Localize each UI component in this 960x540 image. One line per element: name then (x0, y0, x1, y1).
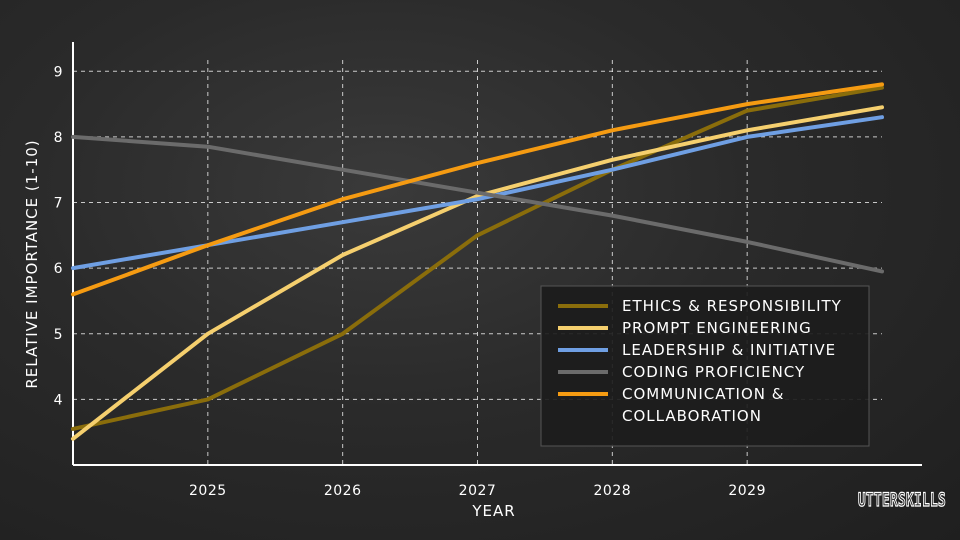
tick-labels: 4 5 6 7 8 9 2025 2026 2027 2028 2029 (54, 64, 766, 499)
x-tick-label: 2028 (594, 483, 632, 499)
legend-label: PROMPT ENGINEERING (622, 319, 812, 337)
y-tick-label: 4 (54, 392, 63, 408)
axes (72, 42, 922, 466)
legend-label: LEADERSHIP & INITIATIVE (622, 341, 836, 359)
y-tick-label: 9 (54, 64, 63, 80)
x-tick-label: 2026 (324, 483, 362, 499)
x-tick-label: 2027 (459, 483, 497, 499)
series-line-1 (71, 85, 884, 431)
y-tick-label: 5 (54, 327, 63, 343)
x-tick-label: 2025 (189, 483, 227, 499)
series-lines (71, 82, 884, 441)
y-tick-label: 7 (54, 196, 63, 212)
y-tick-label: 8 (54, 130, 63, 146)
logo-text: UTTERSKILLS (858, 489, 946, 511)
utterskills-logo: UTTERSKILLS (857, 488, 946, 511)
legend-label: COLLABORATION (622, 407, 762, 425)
series-line-2 (71, 105, 884, 441)
y-axis-title: RELATIVE IMPORTANCE (1-10) (23, 139, 41, 388)
series-line-4 (71, 134, 884, 274)
x-axis-title: YEAR (471, 502, 515, 520)
x-tick-label: 2029 (728, 483, 766, 499)
legend-box (540, 285, 870, 447)
y-tick-label: 6 (54, 261, 63, 277)
legend-label: CODING PROFICIENCY (622, 363, 805, 381)
legend-label: ETHICS & RESPONSIBILITY (622, 297, 842, 315)
legend-label: COMMUNICATION & (622, 385, 784, 403)
legend: ETHICS & RESPONSIBILITY PROMPT ENGINEERIN… (540, 285, 870, 447)
series-line-5 (71, 82, 884, 297)
